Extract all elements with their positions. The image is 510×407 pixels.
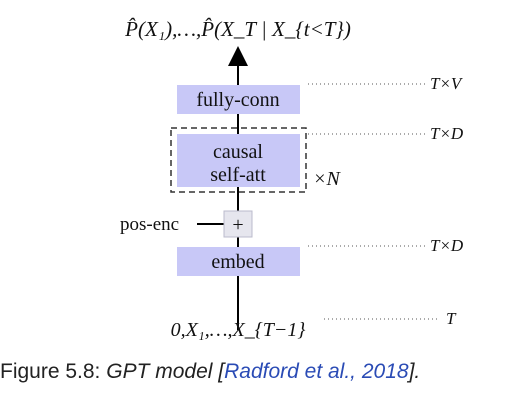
plus-box — [223, 210, 253, 238]
repeat-dashed-box — [170, 127, 307, 193]
plus-symbol: + — [232, 214, 243, 236]
self-att-label: self-att — [210, 164, 266, 186]
caption-prefix: Figure 5.8: — [0, 360, 107, 383]
fully-conn-label: fully-conn — [196, 89, 279, 111]
citation-link[interactable]: Radford et al., 2018 — [224, 360, 409, 383]
repeat-label: ×N — [313, 168, 341, 190]
causal-self-att-block — [177, 134, 300, 187]
embed-label: embed — [211, 251, 264, 273]
fully-conn-block — [177, 85, 300, 114]
causal-label: causal — [213, 141, 263, 163]
figure-caption: Figure 5.8: GPT model [Radford et al., 2… — [0, 360, 510, 384]
pos-enc-label: pos-enc — [120, 214, 179, 235]
attn-shape-label: T×D — [430, 124, 464, 143]
diagram-svg: P̂(X₁),…,P̂(X_T | X_{t<T}) fully-conn ca… — [120, 17, 464, 341]
input-sequence-label: 0,X₁,…,X_{T−1} — [171, 319, 306, 341]
embed-shape-label: T×D — [430, 236, 464, 255]
fc-shape-label: T×V — [430, 74, 464, 93]
input-shape-label: T — [446, 309, 457, 328]
caption-suffix: ]. — [408, 360, 421, 383]
embed-block — [177, 247, 300, 276]
output-probability-label: P̂(X₁),…,P̂(X_T | X_{t<T}) — [124, 17, 351, 41]
caption-title: GPT model [ — [106, 360, 225, 383]
